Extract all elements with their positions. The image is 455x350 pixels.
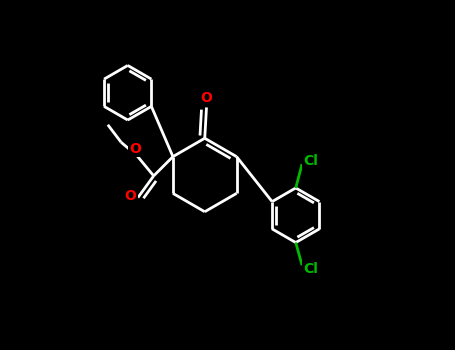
Text: Cl: Cl xyxy=(303,262,318,276)
Text: O: O xyxy=(124,189,136,203)
Text: Cl: Cl xyxy=(303,154,318,168)
Text: O: O xyxy=(201,91,212,105)
Text: O: O xyxy=(129,141,141,155)
